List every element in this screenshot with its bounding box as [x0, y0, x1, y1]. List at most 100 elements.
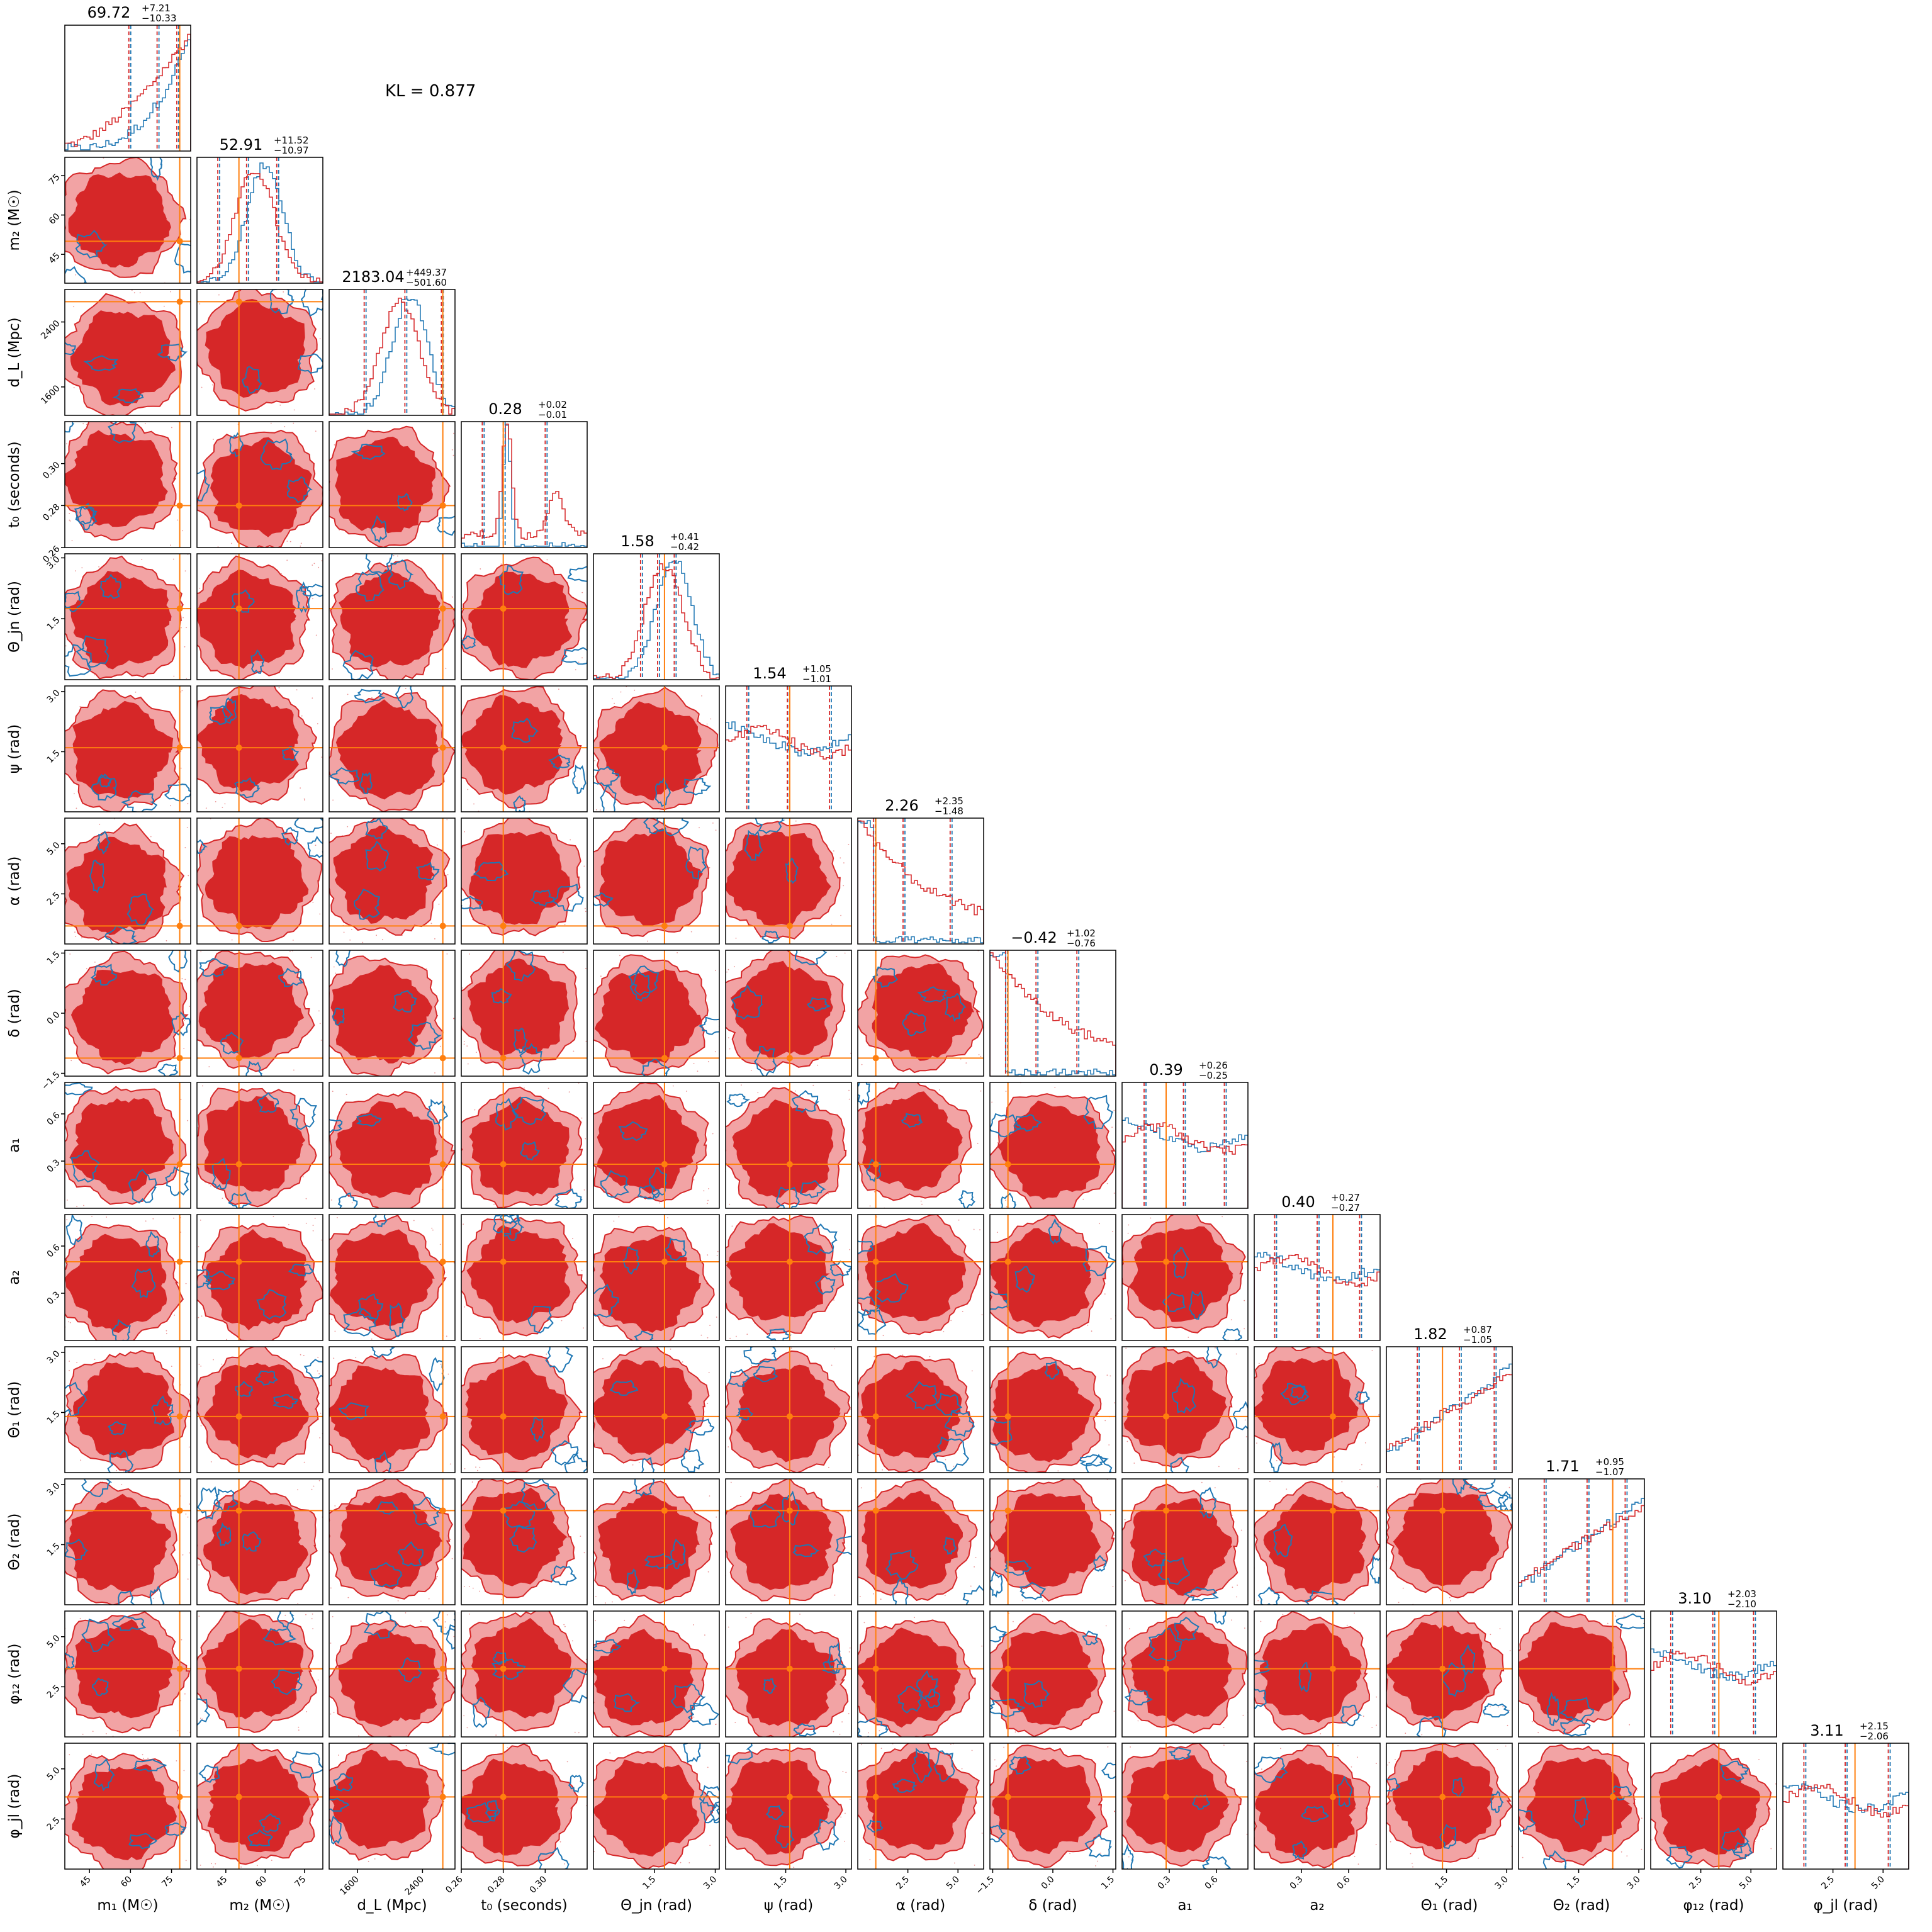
sample-point	[1405, 1733, 1407, 1734]
contour-b	[198, 1765, 220, 1783]
contour-b	[687, 1702, 719, 1726]
sample-point	[595, 1596, 597, 1597]
sample-point	[405, 688, 407, 689]
sample-point	[301, 715, 303, 717]
truth-marker	[439, 744, 446, 751]
sample-point	[1395, 1759, 1396, 1760]
contour-b	[761, 930, 780, 944]
sample-point	[1375, 1844, 1377, 1846]
title-plus: +0.41	[670, 531, 699, 542]
scatter-panel-10-9	[1121, 1214, 1249, 1341]
contour-b	[634, 1479, 655, 1497]
contour-b	[1079, 1454, 1109, 1467]
sample-point	[495, 1734, 497, 1736]
panel-frame	[1518, 1610, 1645, 1738]
scatter-panel-13-2	[196, 1610, 323, 1738]
truth-marker	[500, 605, 507, 612]
sample-point	[439, 1045, 441, 1047]
contour-b	[683, 1743, 701, 1763]
contour-b	[806, 997, 831, 1012]
panel-title-5: 1.58 +0.41−0.42	[621, 531, 699, 553]
histogram-series-a	[329, 298, 455, 415]
contour-b	[111, 1318, 131, 1340]
sample-point	[1537, 1732, 1539, 1734]
sample-point	[1128, 1628, 1130, 1630]
sample-point	[715, 970, 716, 972]
sample-point	[199, 1220, 201, 1221]
title-value: 1.58	[621, 532, 654, 550]
contour-b	[242, 366, 262, 394]
sample-point	[116, 1469, 117, 1471]
sample-point	[82, 1733, 84, 1735]
title-value: 1.82	[1413, 1325, 1447, 1343]
sample-point	[181, 690, 183, 692]
contour-b	[600, 785, 617, 812]
panel-content	[329, 1611, 455, 1737]
sample-point	[1410, 1853, 1412, 1855]
panel-content	[726, 686, 851, 812]
sample-point	[1113, 1193, 1115, 1194]
sample-point	[178, 782, 179, 783]
scatter-panel-3-2	[196, 289, 323, 416]
contour-b	[211, 1157, 231, 1190]
contour-b	[519, 1141, 541, 1161]
scatter-panel-7-2	[196, 817, 323, 945]
truth-marker	[176, 605, 183, 612]
sample-point	[981, 1645, 983, 1647]
panel-frame	[593, 950, 720, 1077]
sample-point	[729, 1048, 731, 1050]
sample-point	[208, 1066, 210, 1067]
truth-marker	[872, 1161, 879, 1167]
truth-marker	[176, 1507, 183, 1514]
sample-point	[334, 1505, 336, 1507]
sample-point	[869, 1859, 871, 1860]
panel-content	[593, 950, 719, 1076]
sample-point	[861, 1744, 863, 1746]
sample-point	[1108, 1444, 1110, 1446]
truth-marker	[1716, 1794, 1722, 1800]
contour-b	[428, 1743, 455, 1756]
scatter-panel-10-1: 0.30.6a₂	[6, 1214, 191, 1341]
contour-inner-a	[997, 1100, 1101, 1200]
x-tick-label: 60	[119, 1874, 134, 1889]
contour-b	[1183, 1587, 1219, 1602]
panel-content	[65, 554, 191, 680]
scatter-panel-12-8	[989, 1478, 1116, 1605]
panel-content	[726, 1215, 851, 1340]
x-axis-label-13: φ₁₂ (rad)	[1683, 1897, 1744, 1914]
contour-b	[962, 1585, 984, 1605]
panel-content	[726, 1347, 851, 1473]
sample-point	[320, 1412, 322, 1414]
sample-point	[185, 1514, 187, 1515]
truth-marker	[1004, 1413, 1011, 1420]
scatter-panel-5-4	[461, 553, 588, 680]
sample-point	[1286, 1488, 1288, 1490]
sample-point	[581, 1269, 583, 1271]
x-tick-label: 75	[293, 1874, 308, 1889]
truth-marker	[1004, 1507, 1011, 1514]
contour-b	[128, 1169, 157, 1204]
panel-frame	[196, 553, 323, 680]
sample-point	[1758, 1759, 1760, 1760]
sample-point	[996, 1765, 997, 1767]
sample-point	[703, 1190, 705, 1192]
panel-content	[858, 1743, 984, 1869]
contour-b	[197, 1698, 210, 1726]
sample-point	[1634, 1799, 1636, 1800]
x-tick-label: 1.5	[1433, 1874, 1450, 1891]
contour-inner-a	[1255, 1758, 1356, 1858]
contour-b	[990, 1824, 1006, 1843]
title-minus: −0.76	[1067, 938, 1096, 949]
sample-point	[451, 596, 453, 598]
sample-point	[981, 1833, 983, 1834]
contour-b	[685, 846, 707, 880]
title-minus: −10.33	[142, 13, 177, 24]
contour-b	[373, 1215, 388, 1228]
contour-b	[512, 1096, 547, 1125]
panel-frame	[461, 685, 588, 812]
x-axis-label-3: d_L (Mpc)	[357, 1897, 427, 1914]
sample-point	[1114, 1811, 1115, 1812]
contour-b	[1199, 1486, 1217, 1519]
truth-marker	[176, 1794, 183, 1800]
